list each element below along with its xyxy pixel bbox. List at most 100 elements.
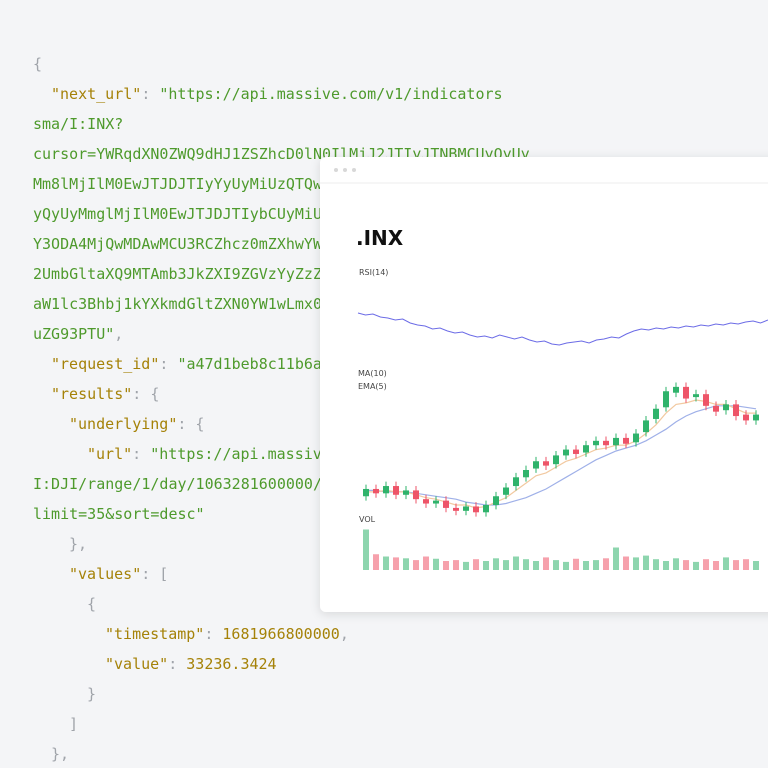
candle-body — [553, 455, 559, 465]
vol-label: VOL — [359, 515, 376, 524]
code-token: 33236.3424 — [186, 655, 276, 673]
candle-body — [533, 461, 539, 469]
candle-body — [423, 499, 429, 504]
code-token: : — [132, 445, 150, 463]
candle-body — [393, 486, 399, 495]
window-dot — [352, 168, 356, 172]
volume-bar — [713, 561, 719, 570]
volume-bar — [383, 556, 389, 570]
candle-body — [683, 386, 689, 399]
chart-title: .INX — [356, 226, 404, 250]
candle-body — [503, 487, 509, 495]
code-token: : — [159, 355, 177, 373]
candle-body — [643, 420, 649, 433]
code-token: "request_id" — [51, 355, 159, 373]
code-line: limit=35&sort=desc" — [33, 505, 205, 523]
volume-bar — [563, 561, 569, 570]
volume-bar — [413, 560, 419, 570]
volume-bar — [733, 560, 739, 570]
candle-body — [623, 437, 629, 444]
volume-bar — [423, 556, 429, 570]
code-line: "value": 33236.3424 — [105, 655, 277, 673]
candle-body — [563, 449, 569, 456]
volume-bar — [723, 557, 729, 570]
candle-body — [723, 404, 729, 411]
code-line: }, — [69, 535, 87, 553]
candle-body — [743, 414, 749, 421]
candle-body — [633, 433, 639, 443]
rsi-line — [357, 312, 768, 346]
candle-body — [713, 405, 719, 412]
volume-bar — [403, 558, 409, 570]
code-token: "next_url" — [51, 85, 141, 103]
code-token: : — [168, 655, 186, 673]
volume-bar — [583, 561, 589, 570]
candle-body — [663, 391, 669, 408]
candle-body — [653, 408, 659, 419]
volume-bar — [573, 558, 579, 570]
code-line: Mm8lMjIlM0EwJTJDJTIyYyUyMiUzQTQw — [33, 175, 323, 193]
code-token: aW1lc3Bhbj1kYXkmdGltZXN0YW1wLmx0 — [33, 295, 322, 313]
candle-body — [473, 506, 479, 513]
code-token: "timestamp" — [105, 625, 204, 643]
code-line: "results": { — [51, 385, 159, 403]
candle-body — [543, 461, 549, 466]
indicator-line — [366, 399, 756, 509]
candle-body — [363, 488, 369, 497]
code-token: , — [340, 625, 349, 643]
code-line: yQyUyMmglMjIlM0EwJTJDJTIybCUyMiU — [33, 205, 322, 223]
indicator-line — [366, 405, 757, 506]
code-line: } — [87, 685, 96, 703]
code-line: "timestamp": 1681966800000, — [105, 625, 349, 643]
code-token: "https://api.massive.com/v1/indicators — [159, 85, 502, 103]
candle-body — [613, 437, 619, 446]
code-token: }, — [51, 745, 69, 763]
code-token: { — [87, 595, 96, 613]
candle-body — [403, 490, 409, 495]
volume-bar — [483, 561, 489, 570]
code-token: : — [204, 625, 222, 643]
code-token: }, — [69, 535, 87, 553]
code-token: 2UmbGltaXQ9MTAmb3JkZXI9ZGVzYyZzZ — [33, 265, 322, 283]
volume-bar — [523, 559, 529, 570]
volume-bar — [503, 560, 509, 570]
code-token: I:DJI/range/1/day/1063281600000/ — [33, 475, 322, 493]
candle-body — [573, 449, 579, 454]
code-line: "underlying": { — [69, 415, 204, 433]
window-dot — [334, 168, 338, 172]
code-token: "url" — [87, 445, 132, 463]
code-token: sma/I:INX? — [33, 115, 123, 133]
code-token: limit=35&sort=desc" — [33, 505, 205, 523]
code-token: "results" — [51, 385, 132, 403]
plot — [357, 312, 768, 570]
candle-body — [493, 496, 499, 505]
volume-bar — [623, 556, 629, 570]
code-line: }, — [51, 745, 69, 763]
code-line: { — [33, 55, 42, 73]
candle-body — [603, 440, 609, 446]
volume-bar — [603, 558, 609, 570]
candle-body — [373, 488, 379, 494]
code-token: , — [114, 325, 123, 343]
code-view: { "next_url": "https://api.massive.com/v1… — [33, 55, 530, 763]
volume-bar — [643, 555, 649, 570]
volume-bar — [653, 559, 659, 570]
volume-bar — [473, 559, 479, 570]
code-line: Y3ODA4MjQwMDAwMCU3RCZhcz0mZXhwYW — [33, 235, 323, 253]
code-line: aW1lc3Bhbj1kYXkmdGltZXN0YW1wLmx0 — [33, 295, 322, 313]
code-token: : [ — [141, 565, 168, 583]
volume-bar — [743, 559, 749, 570]
candle-body — [583, 445, 589, 453]
chart-card: .INX RSI(14) MA(10) EMA(5) VOL — [320, 157, 768, 612]
candle-body — [693, 394, 699, 398]
volume-bar — [593, 560, 599, 570]
candle-body — [383, 486, 389, 494]
candle-body — [433, 500, 439, 504]
code-line: I:DJI/range/1/day/1063281600000/ — [33, 475, 322, 493]
code-line: "request_id": "a47d1beb8c11b6a — [51, 355, 322, 373]
volume-bar — [453, 560, 459, 570]
code-token: uZG93PTU" — [33, 325, 114, 343]
candle-body — [523, 470, 529, 478]
code-line: { — [87, 595, 96, 613]
